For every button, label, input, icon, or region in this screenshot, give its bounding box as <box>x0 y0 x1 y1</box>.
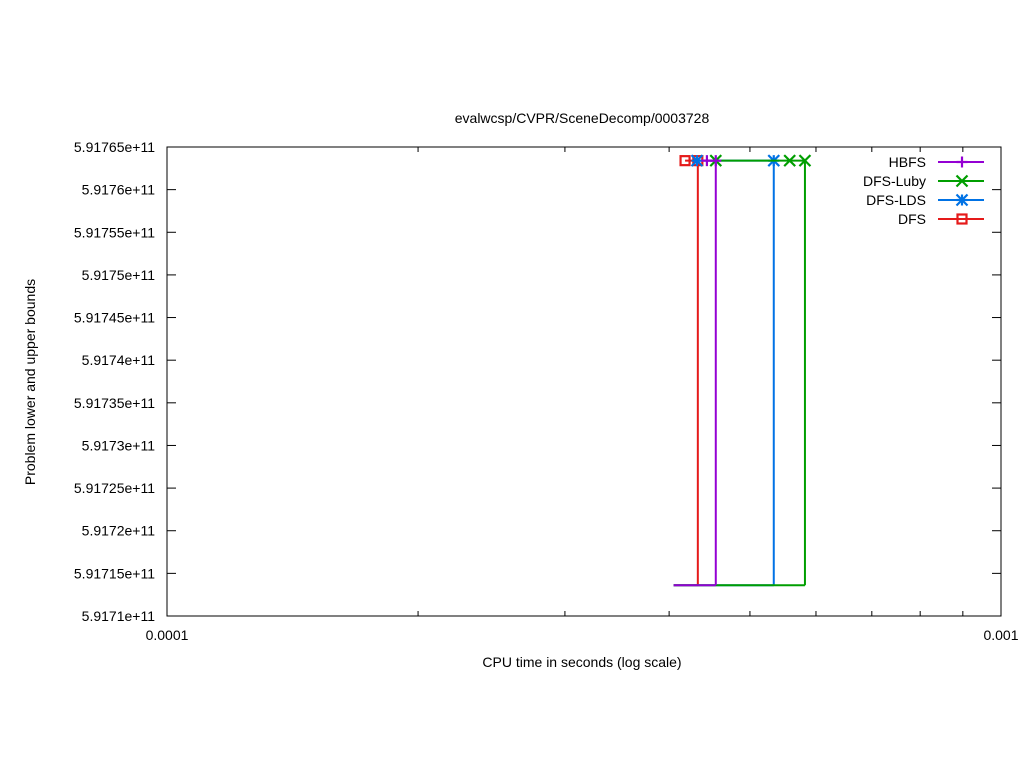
legend-marker-dfs <box>956 213 968 225</box>
series-dfs-luby-point <box>783 154 796 167</box>
x-tick-label: 0.001 <box>983 627 1018 643</box>
y-tick-label: 5.9171e+11 <box>82 608 156 624</box>
y-tick-label: 5.91735e+11 <box>74 395 155 411</box>
y-tick-label: 5.9176e+11 <box>82 182 156 198</box>
y-tick-label: 5.91715e+11 <box>74 565 155 581</box>
series-dfs-lds-point <box>690 154 704 167</box>
legend-marker-hbfs <box>956 156 968 168</box>
y-tick-label: 5.91725e+11 <box>74 480 155 496</box>
legend-label-hbfs: HBFS <box>889 154 926 170</box>
axis-ticks: 5.9171e+11 5.91715e+11 5.9172e+11 5.91725e+… <box>74 139 1019 643</box>
series-hbfs-point <box>710 155 722 167</box>
chart-title: evalwcsp/CVPR/SceneDecomp/0003728 <box>455 110 710 126</box>
series-dfs-point <box>679 155 691 167</box>
plot-frame <box>166 146 1002 617</box>
legend-label-dfs: DFS <box>898 211 926 227</box>
y-tick-label: 5.9172e+11 <box>82 523 156 539</box>
x-tick-label: 0.0001 <box>146 627 189 643</box>
y-axis-label: Problem lower and upper bounds <box>22 279 38 485</box>
y-tick-label: 5.91765e+11 <box>74 139 155 155</box>
legend: HBFS DFS-Luby DFS-LDS DFS <box>863 154 984 227</box>
legend-label-dfs-luby: DFS-Luby <box>863 173 926 189</box>
plot-area <box>673 154 812 587</box>
y-tick-label: 5.91745e+11 <box>74 310 155 326</box>
x-axis-label: CPU time in seconds (log scale) <box>482 654 681 670</box>
series-dfs-luby-point <box>798 154 812 167</box>
y-tick-label: 5.9174e+11 <box>82 352 156 368</box>
legend-marker-dfs-luby <box>955 174 969 188</box>
y-tick-label: 5.9173e+11 <box>82 437 156 453</box>
y-tick-label: 5.9175e+11 <box>82 267 156 283</box>
y-tick-label: 5.91755e+11 <box>74 224 155 240</box>
legend-label-dfs-lds: DFS-LDS <box>866 192 926 208</box>
legend-marker-dfs-lds <box>955 193 969 207</box>
